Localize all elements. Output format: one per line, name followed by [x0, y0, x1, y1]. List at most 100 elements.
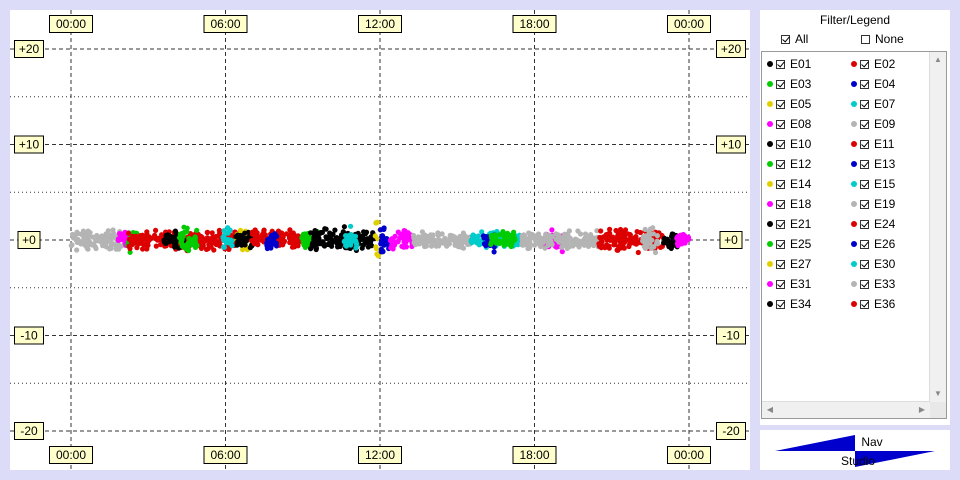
series-color-dot-icon	[851, 201, 857, 207]
legend-item-e31[interactable]: E31	[767, 275, 811, 293]
data-point	[428, 232, 434, 238]
select-all-checkbox[interactable]: All	[781, 32, 808, 46]
checkbox-empty-icon	[861, 34, 870, 44]
legend-item-label: E24	[874, 217, 896, 231]
vertical-scrollbar[interactable]: ▲ ▼	[929, 52, 946, 402]
legend-item-e02[interactable]: E02	[851, 55, 895, 73]
data-point	[209, 234, 216, 240]
data-point	[239, 240, 245, 246]
legend-item-e33[interactable]: E33	[851, 275, 895, 293]
legend-item-e03[interactable]: E03	[767, 75, 811, 93]
plot-area[interactable]: 00:00 00:00 06:00 06:00 12:00 12:00 18:00 18:00…	[10, 10, 750, 470]
data-point	[482, 241, 488, 247]
checkbox-checked-icon	[860, 199, 869, 209]
data-point	[109, 232, 115, 239]
data-point	[68, 243, 74, 249]
data-point	[637, 229, 644, 236]
checkbox-checked-icon	[776, 59, 785, 69]
data-point	[626, 238, 633, 244]
svg-text:18:00: 18:00	[519, 17, 549, 31]
legend-item-e13[interactable]: E13	[851, 155, 895, 173]
legend-title: Filter/Legend	[819, 13, 891, 27]
legend-item-e05[interactable]: E05	[767, 95, 811, 113]
data-point	[598, 228, 604, 234]
legend-item-e36[interactable]: E36	[851, 295, 895, 313]
data-point	[500, 229, 506, 235]
legend-item-e10[interactable]: E10	[767, 135, 811, 153]
legend-item-e30[interactable]: E30	[851, 255, 895, 273]
legend-item-e08[interactable]: E08	[767, 115, 811, 133]
data-point	[611, 235, 617, 241]
data-point	[622, 230, 628, 236]
data-point	[328, 241, 334, 247]
legend-item-e09[interactable]: E09	[851, 115, 895, 133]
data-point	[566, 228, 573, 234]
scroll-down-icon[interactable]: ▼	[934, 389, 942, 398]
data-point	[642, 226, 648, 232]
y-tick-label-right: +0	[719, 231, 743, 249]
data-point	[94, 237, 100, 243]
data-point	[221, 233, 227, 239]
data-point	[164, 234, 170, 240]
legend-item-e15[interactable]: E15	[851, 175, 895, 193]
data-point	[353, 245, 359, 251]
checkbox-checked-icon	[776, 159, 785, 169]
series-color-dot-icon	[767, 221, 773, 227]
series-color-dot-icon	[851, 281, 857, 287]
data-point	[497, 238, 503, 244]
svg-text:18:00: 18:00	[519, 448, 549, 462]
data-point	[351, 236, 357, 242]
series-color-dot-icon	[851, 121, 857, 127]
data-point	[348, 223, 354, 229]
series-color-dot-icon	[851, 221, 857, 227]
data-point	[565, 241, 571, 247]
data-point	[172, 228, 178, 234]
data-point	[229, 243, 235, 249]
select-none-checkbox[interactable]: None	[861, 32, 904, 46]
legend-item-e34[interactable]: E34	[767, 295, 811, 313]
data-point	[280, 242, 286, 248]
scroll-right-icon[interactable]: ▶	[918, 405, 926, 414]
legend-item-label: E14	[790, 177, 812, 191]
legend-item-e27[interactable]: E27	[767, 255, 811, 273]
legend-item-e19[interactable]: E19	[851, 195, 895, 213]
scroll-left-icon[interactable]: ◀	[766, 405, 774, 414]
legend-item-e07[interactable]: E07	[851, 95, 895, 113]
data-point	[130, 235, 136, 242]
data-point	[492, 236, 499, 242]
legend-item-label: E15	[874, 177, 896, 191]
legend-item-e12[interactable]: E12	[767, 155, 811, 173]
svg-text:+20: +20	[19, 42, 40, 56]
svg-text:12:00: 12:00	[365, 17, 395, 31]
series-color-dot-icon	[767, 281, 773, 287]
legend-item-e24[interactable]: E24	[851, 215, 895, 233]
legend-item-label: E30	[874, 257, 896, 271]
checkbox-checked-icon	[776, 139, 785, 149]
legend-item-e26[interactable]: E26	[851, 235, 895, 253]
data-point	[435, 230, 441, 236]
legend-item-e21[interactable]: E21	[767, 215, 811, 233]
horizontal-scrollbar[interactable]: ◀ ▶	[762, 401, 930, 418]
checkbox-checked-icon	[860, 159, 869, 169]
data-point	[80, 231, 86, 237]
series-color-dot-icon	[851, 241, 857, 247]
scroll-up-icon[interactable]: ▲	[934, 55, 942, 64]
data-point	[204, 235, 210, 241]
data-point	[646, 235, 652, 241]
scatter-plot[interactable]: 00:00 00:00 06:00 06:00 12:00 12:00 18:00 18:00…	[10, 10, 750, 470]
logo-panel: Nav Studio	[760, 430, 950, 470]
legend-item-e01[interactable]: E01	[767, 55, 811, 73]
data-point	[606, 245, 612, 251]
logo-bottom-text: Studio	[841, 454, 875, 468]
legend-item-e04[interactable]: E04	[851, 75, 895, 93]
data-point	[375, 253, 381, 259]
legend-item-e11[interactable]: E11	[851, 135, 894, 153]
legend-list[interactable]: E01 E02 E03 E04 E05 E07 E08 E09 E10 E11 E12 E13 E14 E…	[761, 51, 947, 419]
legend-item-e18[interactable]: E18	[767, 195, 811, 213]
data-point	[182, 245, 188, 251]
x-tick-label-bottom: 06:00	[203, 446, 248, 464]
data-point	[323, 234, 329, 240]
legend-item-e14[interactable]: E14	[767, 175, 811, 193]
legend-item-e25[interactable]: E25	[767, 235, 811, 253]
data-point	[657, 244, 664, 250]
